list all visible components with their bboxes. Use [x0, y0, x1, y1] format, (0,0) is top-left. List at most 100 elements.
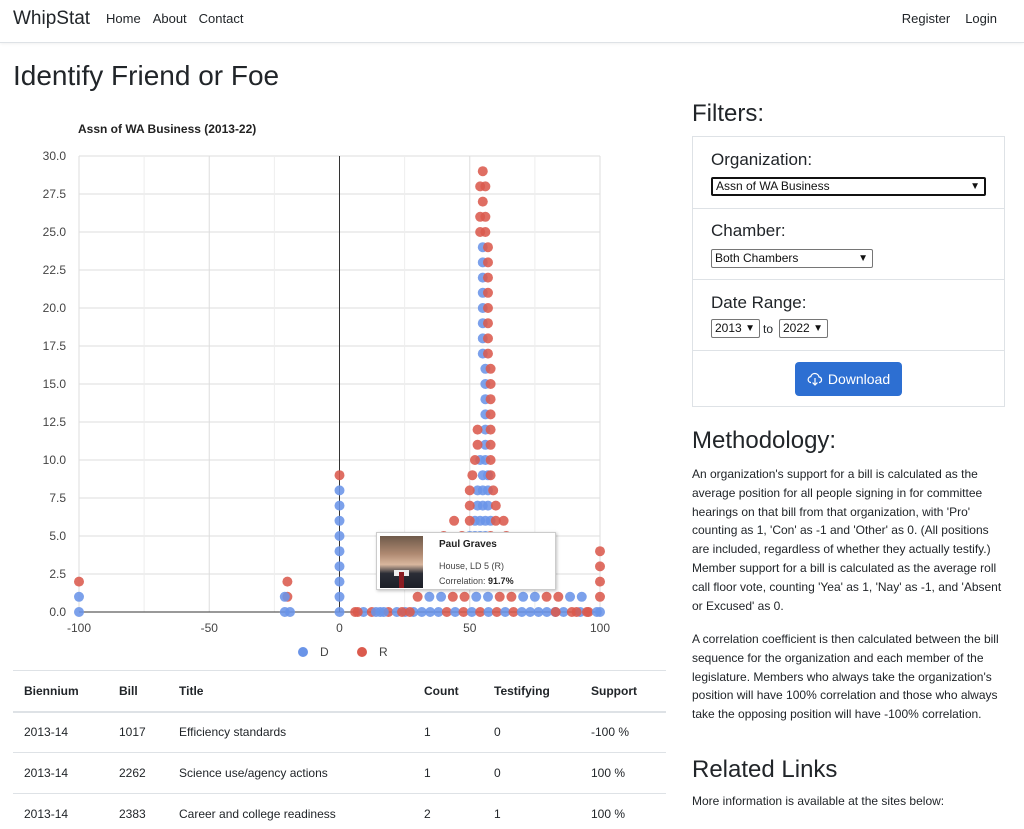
point-r: [334, 470, 345, 481]
point-r: [464, 500, 475, 511]
nav-account-links: Register Login: [902, 11, 997, 26]
point-r: [490, 500, 501, 511]
point-d: [576, 591, 587, 602]
point-d: [416, 607, 427, 617]
y-tick-label: 2.5: [49, 567, 66, 581]
date-to-value: 2022: [783, 321, 810, 335]
organization-select-value: Assn of WA Business: [716, 179, 830, 193]
chamber-select[interactable]: Both Chambers ▼: [711, 249, 873, 268]
point-r: [412, 591, 423, 602]
point-r: [447, 591, 458, 602]
date-range-section: Date Range:: [693, 280, 1004, 351]
point-r: [506, 591, 517, 602]
point-r: [352, 607, 363, 617]
cell-count: 1: [413, 752, 483, 794]
point-d: [558, 607, 569, 617]
y-tick-label: 10.0: [43, 453, 67, 467]
point-r: [485, 409, 496, 420]
legend-label-d: D: [320, 645, 329, 659]
point-r: [494, 591, 505, 602]
brand-logo[interactable]: WhipStat: [13, 8, 91, 29]
filters-heading: Filters:: [692, 100, 764, 127]
point-d: [436, 591, 447, 602]
cell-support: 100 %: [580, 752, 666, 794]
tooltip-correlation-value: 91.7%: [488, 576, 514, 586]
point-d: [370, 607, 381, 617]
cell-testifying: 0: [483, 752, 580, 794]
point-r: [553, 591, 564, 602]
legend-marker-r: [357, 647, 367, 657]
point-d: [334, 515, 345, 526]
point-r: [485, 363, 496, 374]
x-tick-label: -50: [201, 621, 219, 635]
legend-marker-d: [298, 647, 308, 657]
point-r: [282, 576, 293, 587]
point-d: [525, 607, 536, 617]
x-tick-label: 50: [463, 621, 477, 635]
point-r: [458, 607, 469, 617]
tooltip-correlation-label: Correlation:: [439, 576, 486, 586]
point-d: [482, 591, 493, 602]
point-r: [490, 515, 501, 526]
point-r: [550, 607, 561, 617]
nav-home[interactable]: Home: [106, 11, 141, 26]
nav-login[interactable]: Login: [965, 11, 997, 26]
point-r: [472, 424, 483, 435]
y-tick-label: 5.0: [49, 529, 66, 543]
col-title[interactable]: Title: [168, 670, 413, 713]
cell-count: 2: [413, 793, 483, 829]
date-to-select[interactable]: 2022 ▼: [779, 319, 828, 338]
point-r: [477, 196, 488, 207]
download-button[interactable]: Download: [795, 362, 902, 396]
point-r: [482, 272, 493, 283]
methodology-paragraph-1: An organization's support for a bill is …: [692, 467, 1002, 613]
tooltip-correlation: Correlation: 91.7%: [439, 576, 514, 586]
table-row[interactable]: 2013-14 2383 Career and college readines…: [13, 793, 666, 829]
date-from-select[interactable]: 2013 ▼: [711, 319, 760, 338]
point-r: [595, 561, 605, 572]
point-r: [498, 515, 509, 526]
nav-contact[interactable]: Contact: [198, 11, 244, 26]
chamber-select-value: Both Chambers: [715, 251, 799, 265]
point-r: [475, 607, 486, 617]
point-r: [480, 211, 491, 222]
y-tick-label: 7.5: [49, 491, 66, 505]
point-r: [485, 424, 496, 435]
cell-bill: 2383: [108, 793, 168, 829]
cell-biennium: 2013-14: [13, 752, 108, 794]
organization-select[interactable]: Assn of WA Business ▼: [711, 177, 986, 196]
y-tick-label: 25.0: [43, 225, 67, 239]
cloud-download-icon: [807, 372, 822, 386]
table-row[interactable]: 2013-14 2262 Science use/agency actions …: [13, 752, 666, 794]
y-tick-label: 0.0: [49, 605, 66, 619]
x-tick-label: -100: [67, 621, 91, 635]
nav-about[interactable]: About: [152, 11, 187, 26]
col-support[interactable]: Support: [580, 670, 666, 713]
point-d: [425, 607, 436, 617]
tooltip-member-district: House, LD 5 (R): [439, 561, 505, 571]
cell-biennium: 2013-14: [13, 793, 108, 829]
table-row[interactable]: 2013-14 1017 Efficiency standards 1 0 -1…: [13, 711, 666, 753]
point-d: [529, 591, 540, 602]
y-tick-label: 20.0: [43, 301, 67, 315]
col-testifying[interactable]: Testifying: [483, 670, 580, 713]
y-tick-label: 22.5: [43, 263, 67, 277]
point-r: [581, 607, 592, 617]
point-r: [491, 607, 502, 617]
point-r: [74, 576, 84, 587]
point-r: [508, 607, 519, 617]
cell-count: 1: [413, 711, 483, 753]
point-d: [334, 531, 345, 541]
y-tick-label: 12.5: [43, 415, 67, 429]
col-bill[interactable]: Bill: [108, 670, 168, 713]
point-r: [485, 470, 496, 481]
col-count[interactable]: Count: [413, 670, 483, 713]
organization-label: Organization:: [711, 150, 813, 169]
point-d: [74, 591, 84, 602]
nav-register[interactable]: Register: [901, 11, 951, 26]
point-r: [485, 379, 496, 389]
navbar: WhipStat Home About Contact Register Log…: [0, 0, 1024, 43]
col-biennium[interactable]: Biennium: [13, 670, 108, 713]
organization-section: Organization:: [693, 137, 1004, 209]
correlation-scatter-chart: Assn of WA Business (2013-22) 0.0 2.5 5.0 7.…: [43, 122, 611, 659]
